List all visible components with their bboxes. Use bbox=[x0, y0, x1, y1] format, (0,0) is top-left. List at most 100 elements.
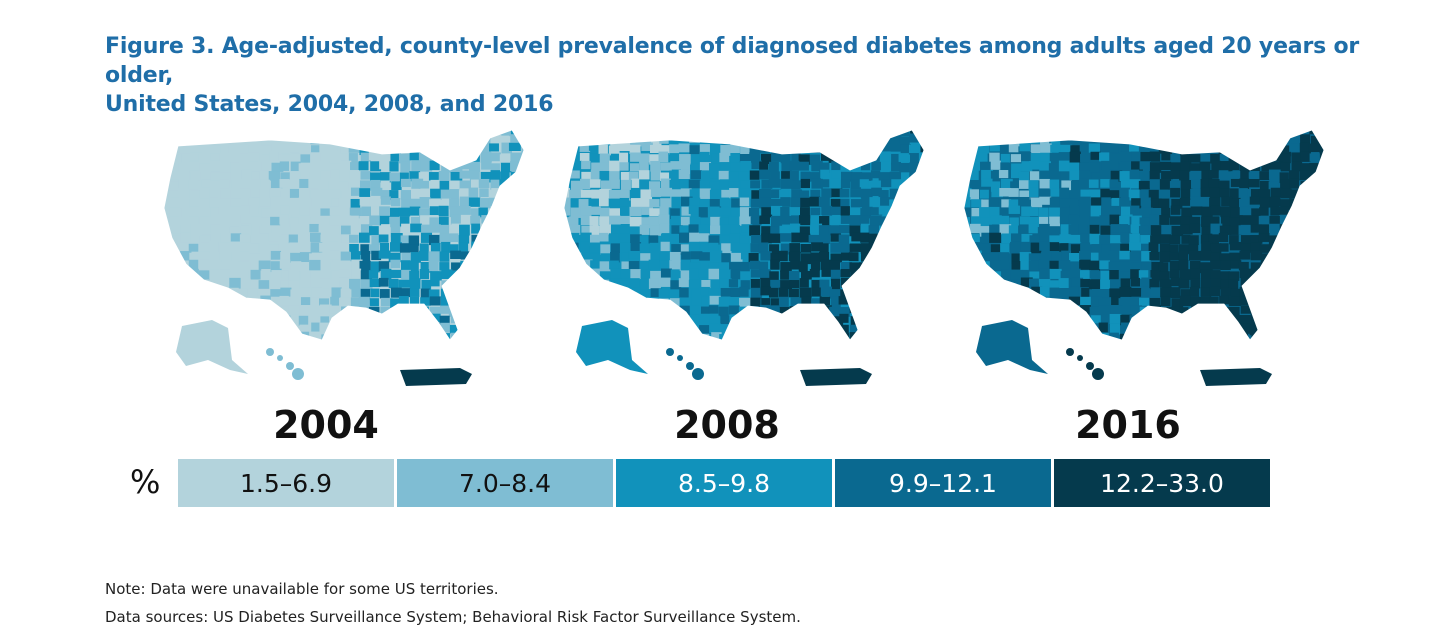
county-cell bbox=[588, 198, 601, 207]
county-cell bbox=[589, 242, 601, 253]
county-cell bbox=[179, 142, 191, 154]
county-cell bbox=[728, 305, 740, 316]
county-cell bbox=[381, 130, 393, 136]
county-cell bbox=[861, 278, 874, 288]
county-cell bbox=[1081, 133, 1093, 144]
county-cell bbox=[428, 289, 440, 299]
county-cell bbox=[1280, 179, 1291, 190]
county-cell bbox=[1229, 162, 1240, 171]
county-cell bbox=[1059, 214, 1071, 224]
county-cell bbox=[1269, 333, 1280, 340]
county-cell bbox=[358, 332, 368, 340]
county-cell bbox=[1038, 324, 1049, 333]
county-cell bbox=[1259, 332, 1270, 340]
county-cell bbox=[568, 315, 580, 326]
county-cell bbox=[789, 130, 799, 135]
county-cell bbox=[641, 334, 654, 340]
county-cell bbox=[1259, 244, 1272, 253]
county-cell bbox=[1039, 216, 1049, 228]
county-cell bbox=[581, 259, 593, 269]
county-cell bbox=[889, 305, 901, 316]
county-cell bbox=[250, 269, 261, 280]
county-cell bbox=[164, 316, 172, 325]
county-cell bbox=[831, 170, 842, 179]
county-cell bbox=[709, 206, 720, 217]
county-cell bbox=[650, 270, 662, 281]
hawaii-island bbox=[277, 355, 283, 361]
county-cell bbox=[748, 253, 759, 263]
county-cell bbox=[1120, 314, 1132, 326]
hawaii-island bbox=[1092, 368, 1104, 380]
county-cell bbox=[709, 135, 722, 144]
county-cell bbox=[868, 225, 879, 234]
county-cell bbox=[1070, 244, 1082, 254]
county-cell bbox=[979, 189, 989, 199]
county-cell bbox=[341, 306, 353, 318]
county-cell bbox=[289, 242, 300, 253]
county-cell bbox=[621, 261, 632, 271]
county-cell bbox=[250, 315, 262, 326]
county-cell bbox=[1240, 169, 1250, 180]
county-cell bbox=[279, 259, 291, 269]
county-cell bbox=[209, 198, 219, 208]
county-cell bbox=[608, 189, 621, 199]
county-cell bbox=[1109, 288, 1121, 298]
county-cell bbox=[719, 197, 730, 207]
county-cell bbox=[749, 225, 761, 236]
county-cell bbox=[1319, 316, 1324, 326]
county-cell bbox=[219, 179, 230, 189]
county-cell bbox=[460, 316, 472, 326]
county-cell bbox=[230, 162, 242, 173]
county-cell bbox=[760, 286, 772, 296]
county-cell bbox=[408, 244, 419, 253]
county-cell bbox=[909, 341, 919, 351]
county-cell bbox=[449, 180, 460, 191]
county-cell bbox=[889, 341, 900, 352]
county-cell bbox=[708, 305, 719, 314]
county-cell bbox=[1039, 223, 1050, 233]
county-cell bbox=[331, 270, 341, 280]
county-cell bbox=[259, 233, 271, 242]
county-cell bbox=[1130, 262, 1143, 272]
county-cell bbox=[401, 223, 411, 233]
county-cell bbox=[340, 144, 351, 155]
county-cell bbox=[868, 288, 880, 299]
county-cell bbox=[1218, 232, 1229, 243]
county-cell bbox=[1191, 304, 1202, 316]
county-cell bbox=[390, 152, 401, 162]
county-cell bbox=[328, 233, 340, 244]
county-cell bbox=[591, 189, 601, 199]
county-cell bbox=[1310, 190, 1322, 201]
county-cell bbox=[899, 269, 910, 280]
map-2016 bbox=[920, 108, 1340, 398]
county-cell bbox=[619, 162, 629, 171]
county-cell bbox=[371, 187, 383, 196]
county-cell bbox=[401, 314, 413, 324]
county-cell bbox=[1030, 332, 1041, 340]
county-cell bbox=[761, 233, 772, 244]
county-cell bbox=[564, 278, 570, 287]
county-cell bbox=[761, 207, 773, 218]
county-cell bbox=[579, 315, 592, 325]
county-cell bbox=[629, 189, 641, 200]
county-cell bbox=[1059, 198, 1071, 209]
puerto-rico-shape bbox=[800, 368, 872, 386]
county-cell bbox=[331, 198, 343, 207]
county-cell bbox=[478, 207, 488, 218]
county-cell bbox=[610, 179, 620, 189]
county-cell bbox=[681, 333, 691, 340]
county-cell bbox=[799, 341, 810, 351]
county-cell bbox=[689, 216, 701, 225]
county-cell bbox=[1109, 313, 1122, 324]
county-cell bbox=[1300, 225, 1311, 235]
county-cell bbox=[1220, 206, 1232, 218]
county-cell bbox=[761, 298, 771, 309]
county-cell bbox=[579, 142, 591, 152]
county-cell bbox=[964, 197, 971, 208]
county-cell bbox=[599, 153, 610, 164]
county-cell bbox=[1300, 253, 1311, 263]
county-cell bbox=[1180, 189, 1192, 200]
county-cell bbox=[339, 215, 352, 225]
county-cell bbox=[989, 206, 1000, 217]
county-cell bbox=[581, 171, 593, 182]
